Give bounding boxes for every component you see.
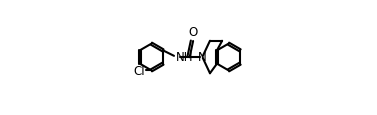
Text: N: N (198, 51, 206, 64)
Text: Cl: Cl (133, 64, 145, 77)
Text: O: O (188, 26, 197, 39)
Text: NH: NH (176, 51, 193, 64)
